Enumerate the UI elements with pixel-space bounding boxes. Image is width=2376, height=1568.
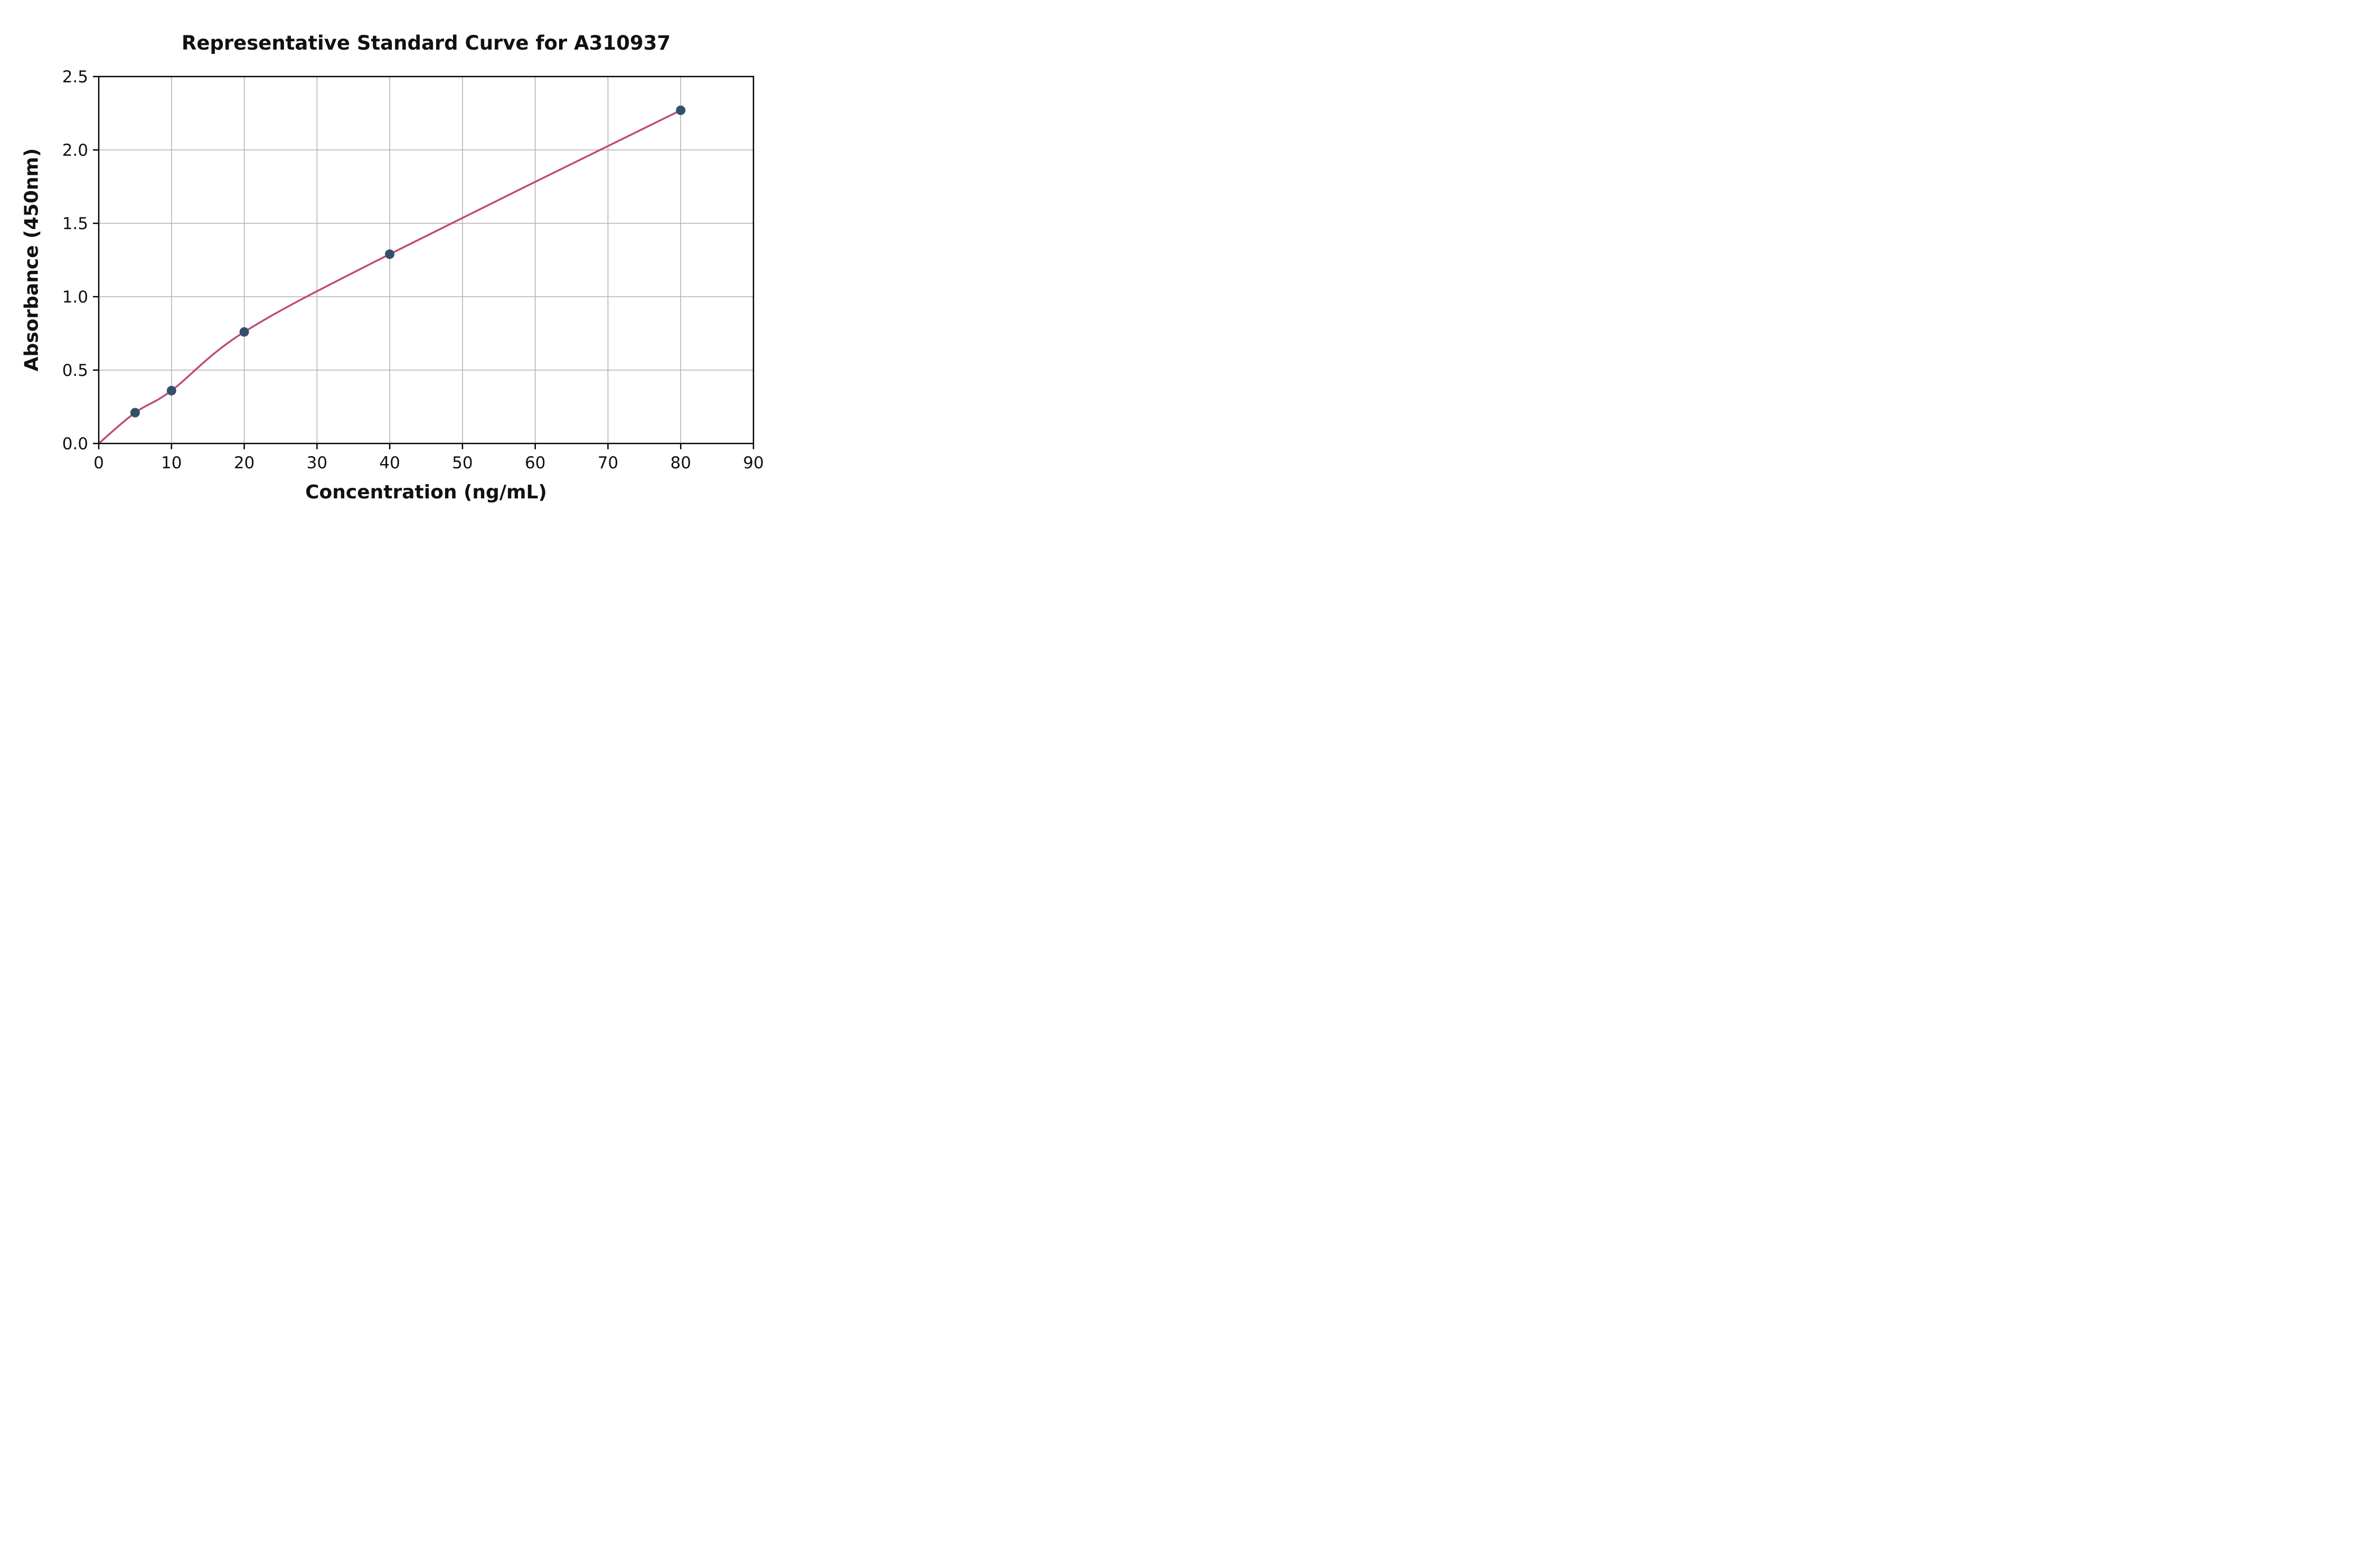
standard-curve-plot: 0 10 20 30 40 50 60 70 80 90 0.0 0.5 1.0 1.5 2.0 2.5 [62, 68, 764, 473]
data-point [385, 249, 395, 259]
x-tick-label: 30 [307, 454, 327, 473]
data-point [166, 385, 176, 395]
y-tick-label: 0.5 [62, 361, 88, 380]
y-tick-label: 1.5 [62, 214, 88, 233]
x-tick-label: 20 [234, 454, 254, 473]
x-axis-label: Concentration (ng/mL) [305, 481, 547, 503]
x-tick-label: 10 [161, 454, 182, 473]
data-point [239, 327, 249, 337]
y-axis-label: Absorbance (450nm) [21, 148, 43, 372]
y-tick-label: 0.0 [62, 434, 88, 454]
x-tick-label: 0 [93, 454, 104, 473]
x-tick-label: 40 [379, 454, 400, 473]
y-tick-label: 2.5 [62, 68, 88, 87]
x-tick-label: 70 [598, 454, 618, 473]
chart-container: 0 10 20 30 40 50 60 70 80 90 0.0 0.5 1.0 1.5 2.0 2.5 Re… [0, 0, 792, 523]
chart-title: Representative Standard Curve for A31093… [181, 32, 671, 54]
x-tick-label: 90 [743, 454, 763, 473]
x-tick-label: 50 [452, 454, 473, 473]
y-tick-label: 2.0 [62, 141, 88, 160]
data-point [130, 408, 140, 418]
y-tick-label: 1.0 [62, 288, 88, 307]
x-tick-label: 80 [670, 454, 691, 473]
plot-frame [98, 75, 755, 445]
data-point [676, 105, 686, 115]
x-tick-label: 60 [525, 454, 545, 473]
standard-curve-line [98, 109, 682, 445]
